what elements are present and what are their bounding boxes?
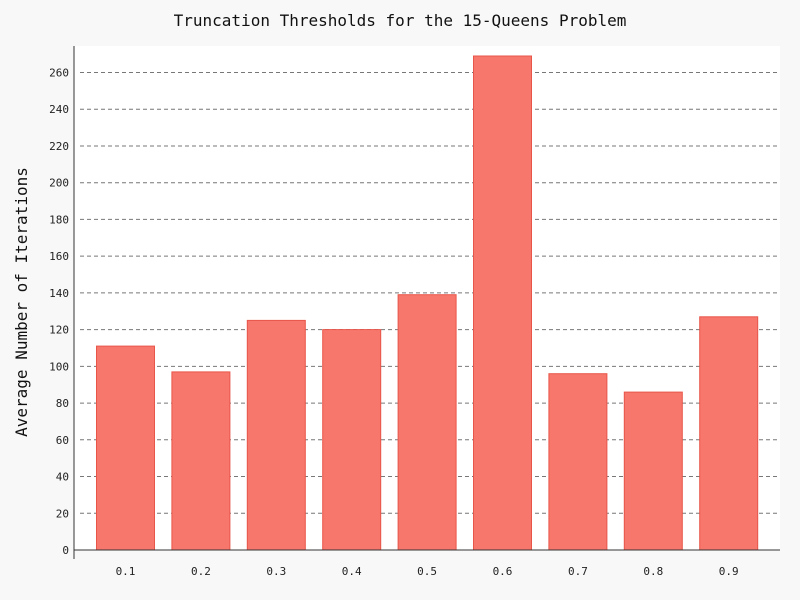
- x-tick-label-0.8: 0.8: [643, 565, 663, 578]
- y-tick-label-140: 140: [49, 287, 69, 300]
- y-tick-label-80: 80: [56, 397, 69, 410]
- y-tick-labels: 0 20 40 60 80 100 120 140 160 180 200 220 240 260: [49, 67, 69, 558]
- y-tick-label-120: 120: [49, 324, 69, 337]
- y-tick-label-0: 0: [62, 544, 69, 557]
- x-tick-label-0.9: 0.9: [719, 565, 739, 578]
- x-tick-label-0.4: 0.4: [342, 565, 362, 578]
- y-tick-label-260: 260: [49, 67, 69, 80]
- x-tick-label-0.2: 0.2: [191, 565, 211, 578]
- bar-0.8: [623, 391, 683, 551]
- chart-title: Truncation Thresholds for the 15-Queens …: [174, 11, 627, 30]
- x-tick-label-0.5: 0.5: [417, 565, 437, 578]
- y-tick-label-180: 180: [49, 213, 69, 226]
- y-tick-label-60: 60: [56, 434, 69, 447]
- x-tick-label-0.6: 0.6: [493, 565, 513, 578]
- axes: [73, 46, 780, 559]
- bar-0.5: [397, 294, 457, 551]
- y-tick-label-240: 240: [49, 103, 69, 116]
- bar-0.3: [246, 319, 306, 551]
- bar-0.2: [171, 371, 231, 551]
- bar-0.9: [699, 316, 759, 551]
- x-tick-label-0.3: 0.3: [266, 565, 286, 578]
- y-tick-label-100: 100: [49, 360, 69, 373]
- y-tick-label-220: 220: [49, 140, 69, 153]
- bar-0.6: [473, 55, 532, 551]
- bar-0.1: [96, 345, 155, 551]
- y-tick-label-20: 20: [56, 507, 69, 520]
- y-tick-label-160: 160: [49, 250, 69, 263]
- x-tick-labels: 0.1 0.2 0.3 0.4 0.5 0.6 0.7 0.8 0.9: [116, 565, 739, 578]
- bar-0.4: [322, 329, 382, 551]
- bar-0.7: [548, 373, 608, 551]
- x-tick-label-0.1: 0.1: [116, 565, 136, 578]
- x-tick-label-0.7: 0.7: [568, 565, 588, 578]
- y-axis-label: Average Number of Iterations: [12, 167, 31, 437]
- bars: [96, 55, 759, 551]
- y-tick-label-200: 200: [49, 177, 69, 190]
- y-tick-label-40: 40: [56, 471, 69, 484]
